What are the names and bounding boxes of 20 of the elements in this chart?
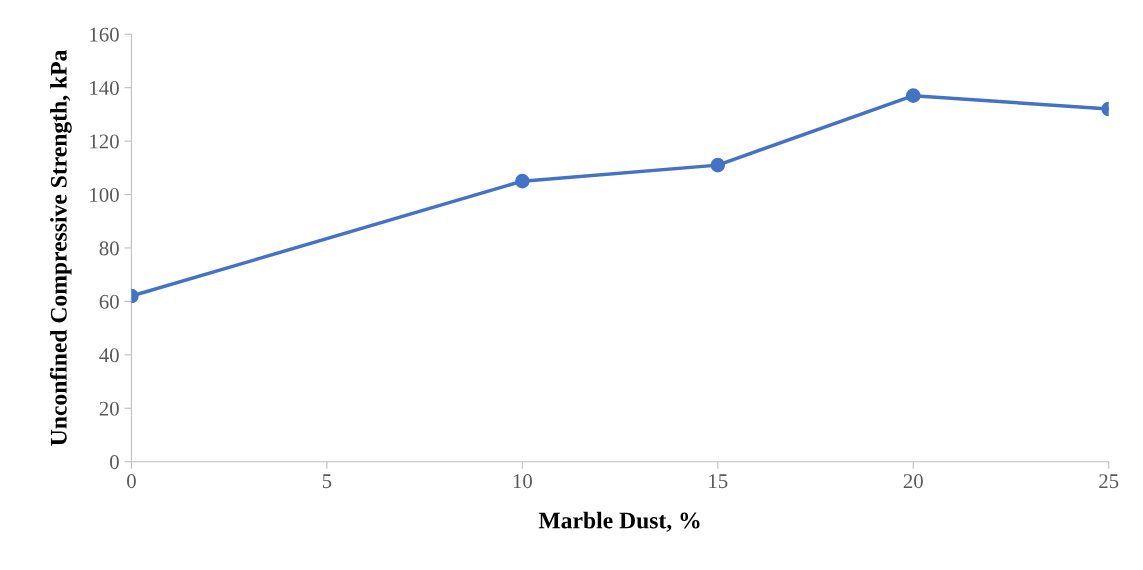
y-tick-label: 100 (90, 187, 119, 202)
point (905, 88, 921, 103)
y-tick-label: 160 (90, 27, 119, 42)
x-tick-label: 5 (322, 474, 332, 489)
y-tick-label: 120 (90, 134, 119, 149)
point (515, 173, 530, 189)
y-tick-label: 40 (99, 348, 119, 363)
y-tick-label: 20 (99, 401, 119, 416)
x-tick-label: 0 (127, 474, 136, 489)
y-tick-label: 140 (90, 81, 119, 96)
x-tick-label: 10 (513, 474, 532, 489)
x-tick-label: 25 (1099, 474, 1119, 489)
y-axis-title: Unconfined Compressive Strength, kPa (49, 49, 72, 446)
x-axis-title: Marble Dust, % (538, 511, 700, 532)
y-tick-label: 80 (99, 241, 119, 256)
y-tick-label: 60 (99, 294, 119, 309)
y-tick-label: 0 (110, 455, 119, 470)
x-tick-label: 20 (903, 474, 923, 489)
point (710, 157, 726, 173)
x-tick-label: 15 (709, 474, 728, 489)
